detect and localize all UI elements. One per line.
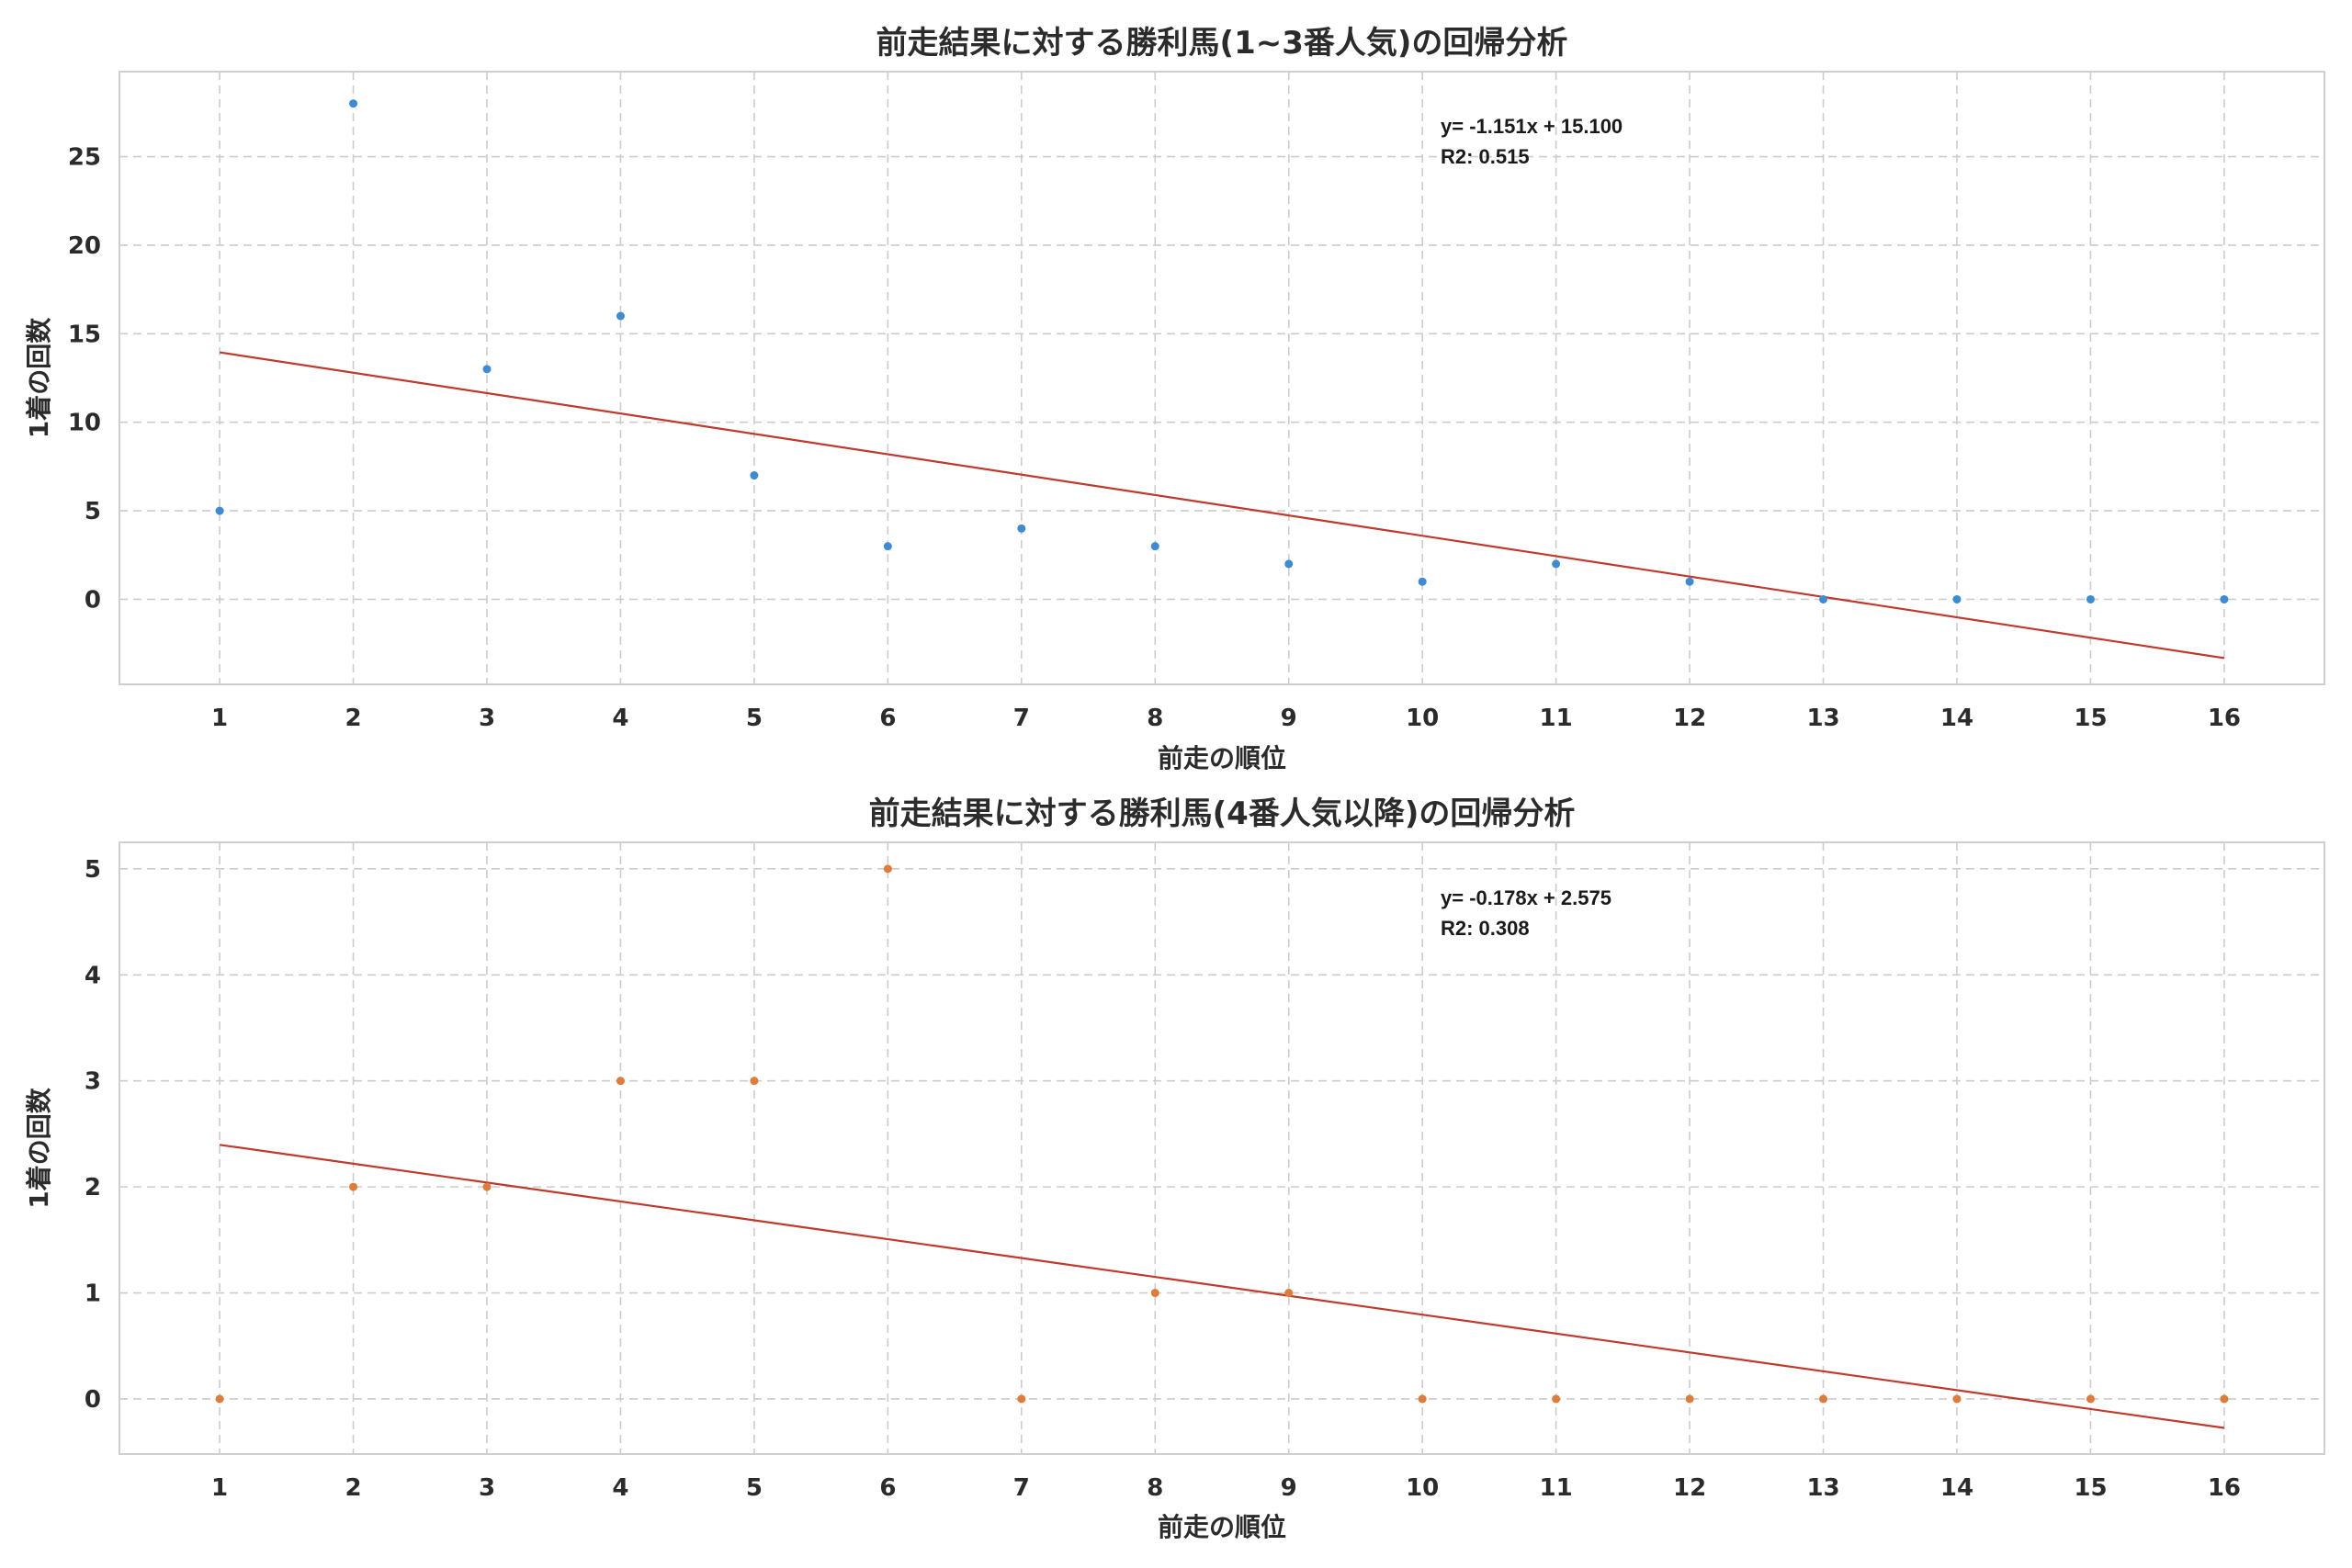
data-point xyxy=(1819,1394,1828,1404)
data-point xyxy=(2220,1394,2229,1404)
chart-panel-1: 1 2 3 4 5 6 7 8 9 10 11 12 13 14 15 160510152025前走結果に対す… xyxy=(24,25,2325,773)
regression-equation: y= -1.151x + 15.100 xyxy=(1441,115,1623,138)
data-point xyxy=(349,1182,358,1191)
y-axis-label: 1着の回数 xyxy=(24,317,54,438)
regression-line xyxy=(219,1144,2225,1429)
regression-equation: y= -0.178x + 2.575 xyxy=(1441,886,1611,909)
x-tick-label: 12 xyxy=(1673,705,1706,732)
data-point xyxy=(1017,1394,1026,1404)
x-tick-label: 16 xyxy=(2208,1474,2241,1502)
x-tick-label: 14 xyxy=(1940,1474,1973,1502)
y-tick-label: 20 xyxy=(68,232,101,260)
plot-area xyxy=(119,841,2325,1455)
y-tick-label: 2 xyxy=(85,1174,101,1201)
data-point xyxy=(1284,559,1294,569)
data-point xyxy=(1685,577,1694,586)
x-tick-label: 6 xyxy=(879,1474,896,1502)
data-point xyxy=(482,1182,492,1191)
y-tick-label: 15 xyxy=(68,321,101,348)
x-tick-label: 1 xyxy=(211,705,228,732)
data-point xyxy=(1952,1394,1962,1404)
x-tick-label: 5 xyxy=(746,1474,763,1502)
r-squared-label: R2: 0.515 xyxy=(1441,145,1530,168)
data-point xyxy=(1284,1289,1294,1298)
y-tick-label: 10 xyxy=(68,410,101,437)
x-tick-label: 9 xyxy=(1281,1474,1297,1502)
data-point xyxy=(349,99,358,108)
x-tick-label: 15 xyxy=(2074,705,2107,732)
x-tick-label: 11 xyxy=(1540,705,1573,732)
data-point xyxy=(1819,594,1828,604)
data-point xyxy=(215,1394,224,1404)
y-tick-label: 5 xyxy=(85,498,101,525)
chart-title: 前走結果に対する勝利馬(4番人気以降)の回帰分析 xyxy=(869,795,1576,832)
y-axis-label: 1着の回数 xyxy=(24,1087,54,1208)
x-tick-label: 15 xyxy=(2074,1474,2107,1502)
data-point xyxy=(2220,594,2229,604)
data-point xyxy=(1685,1394,1694,1404)
x-tick-label: 12 xyxy=(1673,1474,1706,1502)
data-point xyxy=(1150,542,1159,551)
x-tick-label: 11 xyxy=(1540,1474,1573,1502)
data-point xyxy=(2086,1394,2095,1404)
data-point xyxy=(883,542,892,551)
data-point xyxy=(215,506,224,515)
x-tick-label: 9 xyxy=(1281,705,1297,732)
regression-line xyxy=(219,351,2225,660)
chart-panel-2: 1 2 3 4 5 6 7 8 9 10 11 12 13 14 15 16012345前走結果に対する勝利馬… xyxy=(24,795,2325,1542)
x-tick-label: 2 xyxy=(345,1474,361,1502)
data-point xyxy=(1150,1289,1159,1298)
x-tick-label: 10 xyxy=(1406,705,1439,732)
x-tick-label: 4 xyxy=(612,705,628,732)
data-point xyxy=(1552,1394,1561,1404)
y-tick-label: 3 xyxy=(85,1068,101,1096)
r-squared-label: R2: 0.308 xyxy=(1441,917,1530,940)
data-point xyxy=(616,311,625,321)
y-tick-label: 25 xyxy=(68,144,101,172)
data-point xyxy=(750,471,759,480)
data-point xyxy=(1017,524,1026,533)
x-tick-label: 2 xyxy=(345,705,361,732)
x-axis-label: 前走の順位 xyxy=(1158,1512,1286,1542)
x-tick-label: 3 xyxy=(479,705,495,732)
x-axis-label: 前走の順位 xyxy=(1158,743,1286,773)
x-tick-label: 7 xyxy=(1013,1474,1030,1502)
x-tick-label: 8 xyxy=(1147,705,1163,732)
x-tick-label: 3 xyxy=(479,1474,495,1502)
x-tick-label: 7 xyxy=(1013,705,1030,732)
x-tick-label: 5 xyxy=(746,705,763,732)
chart-title: 前走結果に対する勝利馬(1~3番人気)の回帰分析 xyxy=(876,25,1568,62)
data-point xyxy=(482,365,492,374)
data-point xyxy=(1952,594,1962,604)
data-point xyxy=(883,864,892,874)
data-point xyxy=(1552,559,1561,569)
data-point xyxy=(1418,1394,1427,1404)
x-tick-label: 10 xyxy=(1406,1474,1439,1502)
x-tick-label: 4 xyxy=(612,1474,628,1502)
data-point xyxy=(1418,577,1427,586)
y-tick-label: 4 xyxy=(85,962,101,989)
data-point xyxy=(2086,594,2095,604)
y-tick-label: 0 xyxy=(85,1386,101,1414)
data-point xyxy=(750,1077,759,1086)
x-tick-label: 14 xyxy=(1940,705,1973,732)
plot-area xyxy=(119,71,2325,685)
data-point xyxy=(616,1077,625,1086)
x-tick-label: 13 xyxy=(1806,705,1839,732)
x-tick-label: 6 xyxy=(879,705,896,732)
y-tick-label: 1 xyxy=(85,1280,101,1308)
x-tick-label: 16 xyxy=(2208,705,2241,732)
x-tick-label: 13 xyxy=(1806,1474,1839,1502)
y-tick-label: 5 xyxy=(85,856,101,884)
x-tick-label: 8 xyxy=(1147,1474,1163,1502)
y-tick-label: 0 xyxy=(85,586,101,614)
x-tick-label: 1 xyxy=(211,1474,228,1502)
